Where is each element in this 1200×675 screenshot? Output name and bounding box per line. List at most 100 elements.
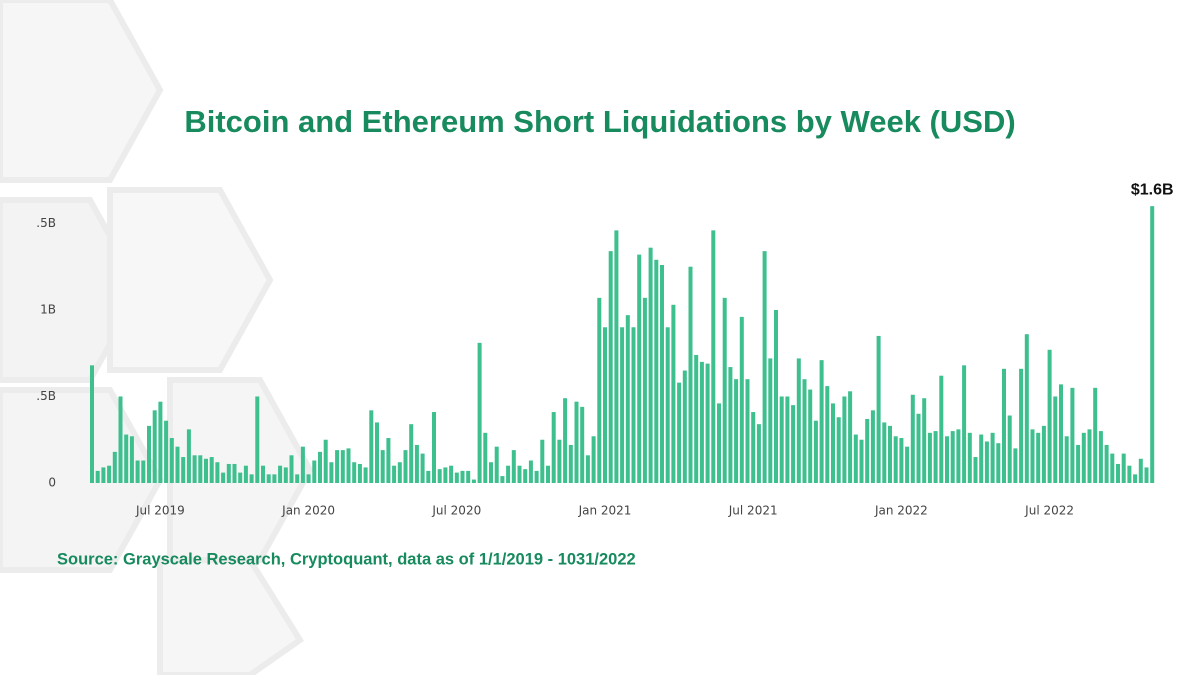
bar [1064,436,1069,483]
bar [682,370,687,483]
bar [808,389,813,483]
chart-title: Bitcoin and Ethereum Short Liquidations … [184,104,1015,139]
bar [967,432,972,483]
x-tick-label: Jul 2022 [1024,504,1074,518]
bar [483,432,488,483]
bar [836,417,841,483]
bar [255,396,260,483]
bar [728,367,733,483]
y-axis: 0 0.5B 1B 1.5B [29,216,56,490]
bar [494,446,499,483]
bar [933,431,938,483]
bar [375,422,379,483]
bar [432,412,436,483]
bar [853,434,858,483]
bar [118,396,123,483]
bar [950,431,955,483]
bar [831,403,835,483]
bar [859,439,864,483]
bar [945,436,949,483]
bar [580,406,585,483]
bar [1087,429,1092,483]
bar [300,446,305,483]
bar [523,469,528,483]
bar [546,465,550,483]
bar [990,432,995,483]
bar [842,396,847,483]
bar [295,474,300,483]
bar [1019,368,1024,483]
bar [620,327,625,483]
bar [745,379,750,483]
bar [876,335,881,483]
bar [1053,396,1058,483]
y-tick-label: 1.5B [29,216,56,230]
bar [899,438,904,483]
bar [642,297,647,483]
bar [597,297,602,483]
bar [705,363,710,483]
bar [186,429,191,483]
bar [278,465,283,483]
bar [357,463,362,483]
bar [95,470,100,483]
bar [1002,368,1006,483]
bar [1144,467,1149,483]
bar [717,403,721,483]
bar [734,379,739,483]
background-pattern [0,0,314,675]
bar [534,470,539,483]
bar [158,401,163,483]
bar [460,470,465,483]
bar [380,450,385,483]
bar [557,439,562,483]
bar [694,354,699,483]
bar [443,467,448,483]
bar [477,342,482,483]
bar [221,472,226,483]
bar [147,425,151,483]
bar [870,410,875,483]
bar [802,379,807,483]
bar [437,469,442,483]
bar [164,420,169,483]
bar [1110,453,1115,483]
bar [112,451,117,483]
bar [386,438,391,483]
bar [169,438,174,483]
bar [819,360,824,483]
bar [996,443,1001,483]
bar [152,410,157,483]
bar [1104,444,1109,483]
bar [1127,465,1132,483]
bar [563,398,568,483]
bar [540,439,545,483]
bar [625,315,630,483]
x-tick-label: Jul 2019 [135,504,185,518]
x-tick-label: Jul 2020 [431,504,481,518]
bar [209,457,214,483]
bar [340,450,345,483]
bar [614,230,619,483]
bar [1070,387,1075,483]
bar [888,425,892,483]
bar [392,465,397,483]
bar [528,460,533,483]
bar [129,436,134,483]
bar [226,463,231,483]
bar [215,462,220,483]
bar [711,230,716,483]
bar [1041,425,1046,483]
bar [101,467,106,483]
bar [1007,415,1012,483]
bar [135,460,140,483]
bar [637,254,642,483]
bar [973,457,978,483]
bar [1098,431,1103,483]
bar [1150,206,1155,483]
bar [1047,349,1052,483]
bar [882,422,887,483]
bar [962,365,967,483]
bar [1030,429,1035,483]
